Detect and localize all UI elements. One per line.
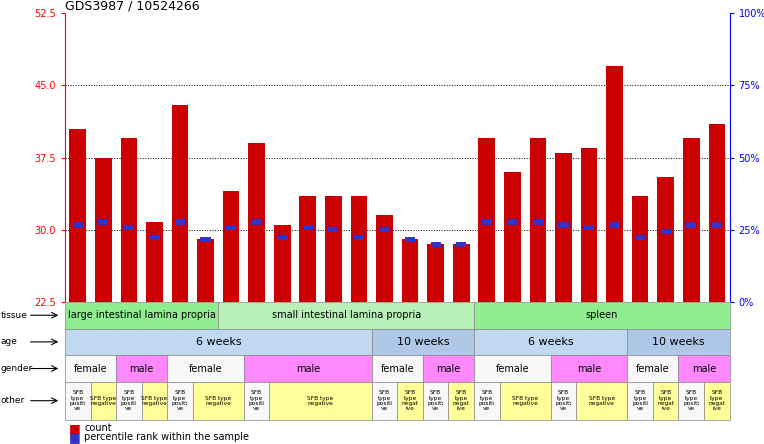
Text: percentile rank within the sample: percentile rank within the sample: [84, 432, 249, 442]
Text: SFB type
negative: SFB type negative: [589, 396, 615, 406]
Text: SFB type
negative: SFB type negative: [307, 396, 334, 406]
Bar: [610, 222, 620, 228]
Text: 10 weeks: 10 weeks: [397, 337, 449, 347]
Bar: [95, 158, 112, 302]
Text: tissue: tissue: [1, 311, 28, 320]
Bar: [635, 235, 646, 240]
Bar: [223, 191, 239, 302]
Bar: [197, 239, 214, 302]
Text: male: male: [130, 364, 154, 373]
Text: SFB type
negative: SFB type negative: [90, 396, 116, 406]
Text: 6 weeks: 6 weeks: [196, 337, 241, 347]
Bar: [431, 242, 441, 247]
Text: ■: ■: [69, 422, 80, 435]
Text: SFB
type
positi
ve: SFB type positi ve: [632, 390, 648, 411]
Bar: [507, 219, 517, 225]
Text: spleen: spleen: [586, 310, 618, 320]
Bar: [712, 222, 722, 228]
Text: male: male: [436, 364, 461, 373]
Bar: [683, 139, 700, 302]
Bar: [248, 143, 265, 302]
Bar: [98, 219, 108, 225]
Bar: [226, 225, 236, 230]
Bar: [504, 172, 520, 302]
Bar: [708, 124, 725, 302]
Bar: [303, 225, 313, 230]
Bar: [200, 237, 211, 242]
Bar: [661, 229, 671, 234]
Text: GDS3987 / 10524266: GDS3987 / 10524266: [65, 0, 199, 12]
Bar: [607, 66, 623, 302]
Bar: [149, 235, 160, 240]
Text: SFB
type
positi
ve: SFB type positi ve: [377, 390, 393, 411]
Text: female: female: [189, 364, 222, 373]
Bar: [686, 222, 697, 228]
Text: small intestinal lamina propria: small intestinal lamina propria: [271, 310, 421, 320]
Text: large intestinal lamina propria: large intestinal lamina propria: [68, 310, 215, 320]
Bar: [70, 129, 86, 302]
Text: count: count: [84, 424, 112, 433]
Bar: [456, 242, 466, 247]
Bar: [529, 139, 546, 302]
Bar: [481, 219, 492, 225]
Text: male: male: [577, 364, 601, 373]
Bar: [124, 225, 134, 230]
Bar: [402, 239, 419, 302]
Bar: [299, 196, 316, 302]
Bar: [555, 153, 571, 302]
Bar: [277, 235, 287, 240]
Bar: [478, 139, 495, 302]
Text: 10 weeks: 10 weeks: [652, 337, 705, 347]
Text: SFB
type
positi
ve: SFB type positi ve: [555, 390, 571, 411]
Text: other: other: [1, 396, 25, 405]
Bar: [657, 177, 674, 302]
Bar: [558, 222, 568, 228]
Text: SFB type
negative: SFB type negative: [512, 396, 538, 406]
Text: SFB
type
negat
ive: SFB type negat ive: [402, 390, 419, 411]
Text: SFB
type
negat
ive: SFB type negat ive: [708, 390, 725, 411]
Text: SFB
type
positi
ve: SFB type positi ve: [70, 390, 86, 411]
Bar: [533, 219, 543, 225]
Text: SFB
type
negat
ive: SFB type negat ive: [657, 390, 674, 411]
Bar: [405, 237, 415, 242]
Text: SFB
type
positi
ve: SFB type positi ve: [683, 390, 699, 411]
Text: SFB
type
positi
ve: SFB type positi ve: [428, 390, 444, 411]
Text: age: age: [1, 337, 18, 346]
Text: SFB
type
positi
ve: SFB type positi ve: [479, 390, 495, 411]
Bar: [380, 227, 390, 232]
Text: female: female: [380, 364, 414, 373]
Bar: [175, 219, 185, 225]
Bar: [453, 244, 470, 302]
Bar: [251, 219, 262, 225]
Text: female: female: [496, 364, 529, 373]
Bar: [427, 244, 444, 302]
Bar: [351, 196, 367, 302]
Bar: [329, 227, 338, 232]
Bar: [581, 148, 597, 302]
Text: ■: ■: [69, 431, 80, 444]
Bar: [354, 235, 364, 240]
Bar: [376, 215, 393, 302]
Text: SFB
type
positi
ve: SFB type positi ve: [172, 390, 188, 411]
Bar: [146, 222, 163, 302]
Text: male: male: [692, 364, 716, 373]
Text: female: female: [636, 364, 670, 373]
Bar: [325, 196, 342, 302]
Text: SFB
type
positi
ve: SFB type positi ve: [248, 390, 264, 411]
Text: gender: gender: [1, 364, 33, 373]
Bar: [584, 225, 594, 230]
Text: male: male: [296, 364, 320, 373]
Text: female: female: [73, 364, 107, 373]
Text: SFB type
negative: SFB type negative: [141, 396, 167, 406]
Text: SFB
type
negat
ive: SFB type negat ive: [453, 390, 470, 411]
Text: 6 weeks: 6 weeks: [528, 337, 574, 347]
Bar: [121, 139, 138, 302]
Text: SFB type
negative: SFB type negative: [206, 396, 231, 406]
Text: SFB
type
positi
ve: SFB type positi ve: [121, 390, 137, 411]
Bar: [632, 196, 649, 302]
Bar: [172, 105, 188, 302]
Bar: [274, 225, 290, 302]
Bar: [73, 222, 83, 228]
